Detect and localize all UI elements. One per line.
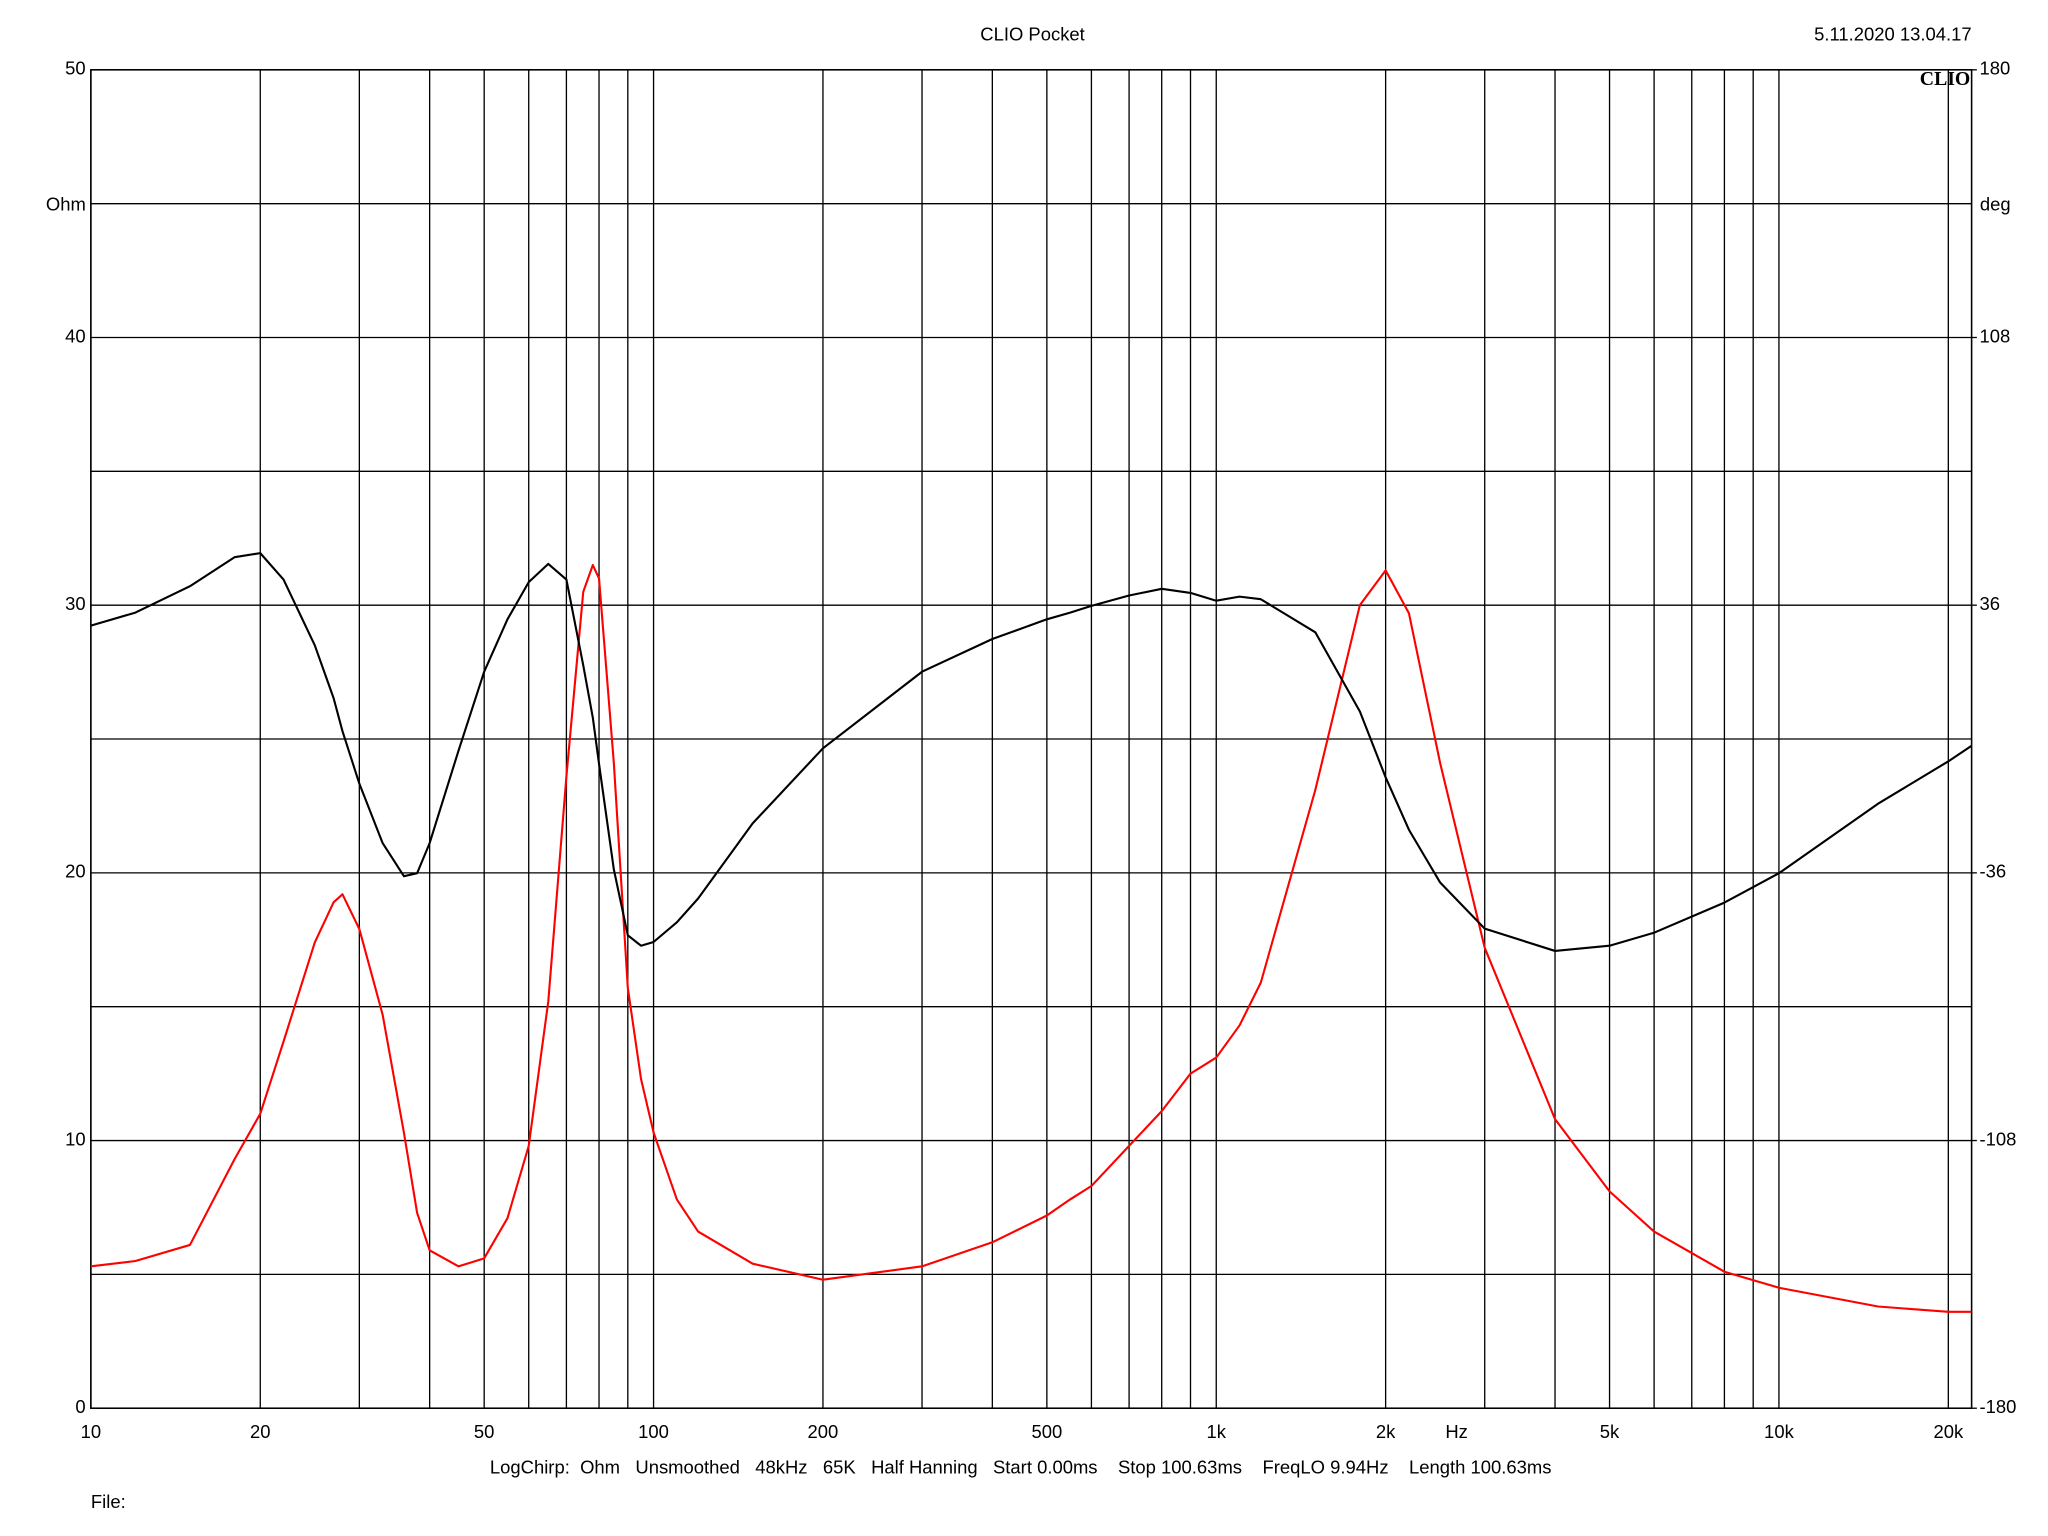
y-tick-label: 10	[65, 1128, 86, 1149]
file-label: File:	[91, 1491, 126, 1512]
x-tick-label: 2k	[1376, 1421, 1396, 1442]
series-line	[90, 552, 1973, 952]
x-tick-label: 5k	[1600, 1421, 1620, 1442]
x-axis-label: Hz	[1445, 1421, 1468, 1442]
timestamp: 5.11.2020 13.04.17	[1814, 23, 1972, 44]
y-tick-label: 30	[65, 593, 86, 614]
series-line	[90, 563, 1972, 1313]
x-tick-label: 20k	[1933, 1421, 1964, 1442]
y2-tick-label: -108	[1980, 1128, 2017, 1149]
settings-footer: LogChirp: Ohm Unsmoothed 48kHz 65K Half …	[490, 1457, 1552, 1478]
x-tick-label: 10	[81, 1421, 102, 1442]
x-tick-label: 500	[1031, 1421, 1062, 1442]
y2-tick-label: 108	[1980, 325, 2011, 346]
x-tick-label: 20	[250, 1421, 271, 1442]
y-tick-label: 40	[65, 325, 86, 346]
y2-tick-label: 36	[1980, 593, 2001, 614]
x-tick-label: 100	[638, 1421, 669, 1442]
y-axis-label: Ohm	[46, 193, 86, 214]
y2-tick-label: -180	[1980, 1396, 2017, 1417]
y-tick-label: 50	[65, 58, 86, 79]
logo: CLIO	[1920, 68, 1970, 90]
y2-tick-label: 180	[1980, 58, 2011, 79]
y-tick-label: 0	[75, 1396, 85, 1417]
x-tick-label: 10k	[1764, 1421, 1795, 1442]
y2-axis-label: deg	[1980, 193, 2011, 214]
chart-title: CLIO Pocket	[980, 23, 1085, 44]
y2-tick-label: -36	[1980, 861, 2007, 882]
x-tick-label: 1k	[1207, 1421, 1227, 1442]
y-tick-label: 20	[65, 861, 86, 882]
x-tick-label: 200	[808, 1421, 839, 1442]
x-tick-label: 50	[474, 1421, 495, 1442]
